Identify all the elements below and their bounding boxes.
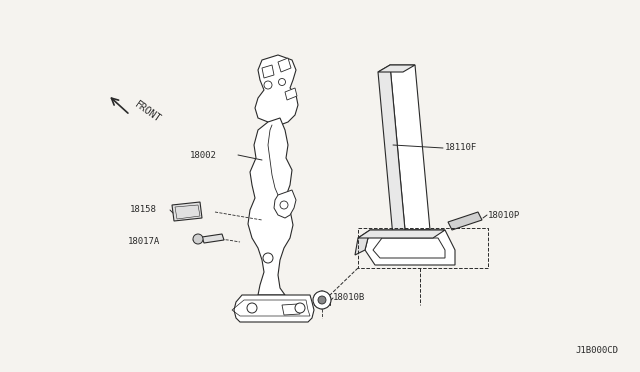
Polygon shape	[390, 65, 430, 230]
Polygon shape	[358, 230, 445, 238]
Polygon shape	[172, 202, 202, 221]
Circle shape	[295, 303, 305, 313]
Text: 18110F: 18110F	[445, 144, 477, 153]
Polygon shape	[255, 55, 298, 125]
Polygon shape	[285, 88, 297, 100]
Polygon shape	[248, 118, 293, 295]
Text: FRONT: FRONT	[133, 99, 163, 125]
Circle shape	[247, 303, 257, 313]
Polygon shape	[378, 65, 415, 72]
Text: J1B000CD: J1B000CD	[575, 346, 618, 355]
Text: 18002: 18002	[190, 151, 217, 160]
Text: 18158: 18158	[130, 205, 157, 215]
Text: 18010P: 18010P	[488, 211, 520, 219]
Polygon shape	[234, 295, 314, 322]
Polygon shape	[202, 234, 224, 243]
Circle shape	[278, 78, 285, 86]
Polygon shape	[282, 304, 300, 315]
Polygon shape	[448, 212, 482, 230]
Circle shape	[264, 81, 272, 89]
Circle shape	[280, 201, 288, 209]
Polygon shape	[274, 190, 296, 218]
Polygon shape	[365, 230, 455, 265]
Circle shape	[193, 234, 203, 244]
Text: 18017A: 18017A	[128, 237, 160, 247]
Polygon shape	[262, 65, 274, 78]
Polygon shape	[278, 58, 291, 72]
Circle shape	[313, 291, 331, 309]
Polygon shape	[355, 230, 370, 255]
Circle shape	[263, 253, 273, 263]
Circle shape	[318, 296, 326, 304]
Text: 18010B: 18010B	[333, 294, 365, 302]
Polygon shape	[378, 65, 405, 237]
